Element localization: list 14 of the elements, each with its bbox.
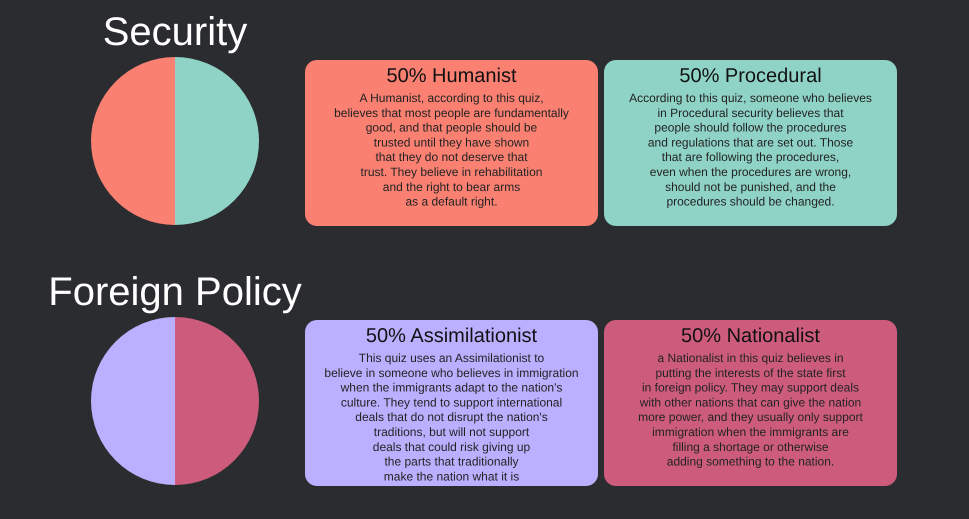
text: 50% Assimilationist — [366, 325, 538, 347]
text: This quiz uses an Assimilationist to believe in someone who believes in immigration when the immigrants adapt to the nation's culture. They tend to support international deals that do not disrupt the nation's traditions, but will not support deals that could risk giving up the parts that traditionally make the nation what it is — [324, 351, 579, 484]
text: 50% Humanist — [386, 65, 517, 87]
text: a Nationalist in this quiz believes in putting the interests of the state first in foreign policy. They may support deals with other nations that can give the nation more power, and they usually only support immigration when the immigrants are filling a shortage or otherwise adding something to the nation. — [638, 351, 864, 469]
text: According to this quiz, someone who believes in Procedural security believes that people should follow the procedures and regulations that are set out. Those that are following the procedures, even when the procedures are wrong, should not be punished, and the procedures should be changed. — [629, 91, 872, 209]
pie-slice — [91, 57, 175, 225]
text: 50% Procedural — [679, 65, 822, 87]
pie-slice — [175, 57, 259, 225]
chart-title: Security — [102, 10, 248, 54]
pie-slice — [175, 317, 259, 485]
text: A Humanist, according to this quiz, believes that most people are fundamentally good, and that people should be trusted until they have shown that they do not deserve that trust. They believe in rehabilitation and the right to bear arms as a default right. — [334, 91, 569, 209]
chart-title: Foreign Policy — [48, 270, 302, 314]
pie-slice — [91, 317, 175, 485]
text: 50% Nationalist — [681, 325, 820, 347]
